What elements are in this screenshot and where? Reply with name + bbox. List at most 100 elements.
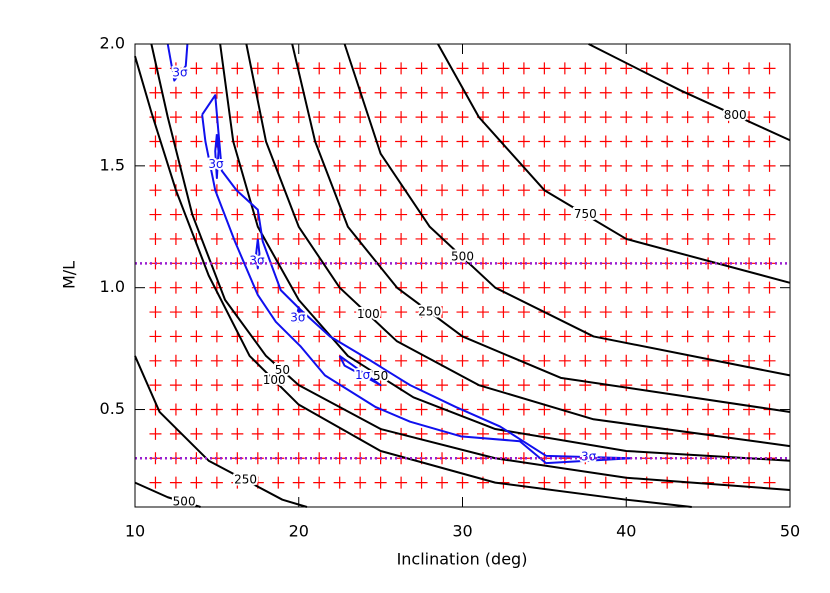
grid-point <box>517 281 530 294</box>
grid-point <box>558 306 571 319</box>
grid-point <box>763 281 776 294</box>
grid-point <box>190 281 203 294</box>
grid-point <box>743 281 756 294</box>
grid-point <box>640 232 653 245</box>
grid-point <box>272 62 285 75</box>
grid-point <box>558 111 571 124</box>
grid-point <box>538 135 551 148</box>
grid-point <box>415 232 428 245</box>
grid-point <box>313 281 326 294</box>
grid-point <box>517 159 530 172</box>
grid-point <box>292 354 305 367</box>
grid-point <box>599 208 612 221</box>
grid-point <box>272 111 285 124</box>
grid-point <box>497 86 510 99</box>
grid-point <box>374 330 387 343</box>
grid-point <box>333 111 346 124</box>
grid-point <box>661 135 674 148</box>
contour-line <box>245 43 791 448</box>
grid-point <box>292 135 305 148</box>
grid-point <box>681 159 694 172</box>
grid-point <box>620 208 633 221</box>
grid-point <box>558 62 571 75</box>
grid-point <box>661 476 674 489</box>
grid-point <box>374 306 387 319</box>
grid-point <box>743 208 756 221</box>
grid-point <box>681 427 694 440</box>
grid-point <box>640 354 653 367</box>
grid-point <box>476 135 489 148</box>
grid-point <box>497 208 510 221</box>
grid-point <box>272 208 285 221</box>
grid-point <box>292 111 305 124</box>
grid-point <box>681 379 694 392</box>
grid-point <box>743 257 756 270</box>
grid-point <box>722 184 735 197</box>
y-axis-label: M/L <box>60 261 79 289</box>
grid-point <box>476 306 489 319</box>
grid-point <box>292 257 305 270</box>
grid-point <box>538 354 551 367</box>
grid-point <box>436 184 449 197</box>
grid-point <box>681 184 694 197</box>
grid-point <box>702 135 715 148</box>
grid-point <box>149 232 162 245</box>
grid-point <box>517 62 530 75</box>
grid-point <box>210 232 223 245</box>
grid-point <box>456 159 469 172</box>
grid-point <box>395 306 408 319</box>
grid-point <box>661 232 674 245</box>
grid-point <box>517 208 530 221</box>
grid-point <box>538 208 551 221</box>
grid-point <box>558 159 571 172</box>
grid-point <box>640 208 653 221</box>
grid-point <box>599 232 612 245</box>
grid-point <box>599 86 612 99</box>
grid-point <box>415 184 428 197</box>
contour-label: 750 <box>574 207 597 221</box>
grid-point <box>743 232 756 245</box>
contour-line <box>134 355 308 508</box>
grid-point <box>354 403 367 416</box>
grid-point <box>272 452 285 465</box>
grid-point <box>354 476 367 489</box>
grid-point <box>579 306 592 319</box>
grid-point <box>640 330 653 343</box>
grid-point <box>251 135 264 148</box>
contour-line <box>291 43 791 413</box>
contour-line <box>588 43 791 142</box>
grid-point <box>231 111 244 124</box>
grid-point <box>476 257 489 270</box>
grid-point <box>661 208 674 221</box>
grid-point <box>456 111 469 124</box>
grid-point <box>210 354 223 367</box>
grid-point <box>599 111 612 124</box>
grid-point <box>395 159 408 172</box>
grid-point <box>149 111 162 124</box>
grid-point <box>231 159 244 172</box>
grid-point <box>558 86 571 99</box>
grid-point <box>149 135 162 148</box>
grid-point <box>476 403 489 416</box>
grid-point <box>763 111 776 124</box>
grid-point <box>292 427 305 440</box>
grid-point <box>354 427 367 440</box>
grid-point <box>313 184 326 197</box>
grid-point <box>763 330 776 343</box>
grid-point <box>599 330 612 343</box>
grid-point <box>456 208 469 221</box>
grid-point <box>476 86 489 99</box>
grid-point <box>415 403 428 416</box>
grid-point <box>558 281 571 294</box>
grid-point <box>579 403 592 416</box>
grid-point <box>456 281 469 294</box>
grid-point <box>661 330 674 343</box>
grid-point <box>210 86 223 99</box>
grid-point <box>251 184 264 197</box>
grid-point <box>497 306 510 319</box>
grid-point <box>456 232 469 245</box>
grid-point <box>333 86 346 99</box>
grid-point <box>538 86 551 99</box>
grid-point <box>702 379 715 392</box>
